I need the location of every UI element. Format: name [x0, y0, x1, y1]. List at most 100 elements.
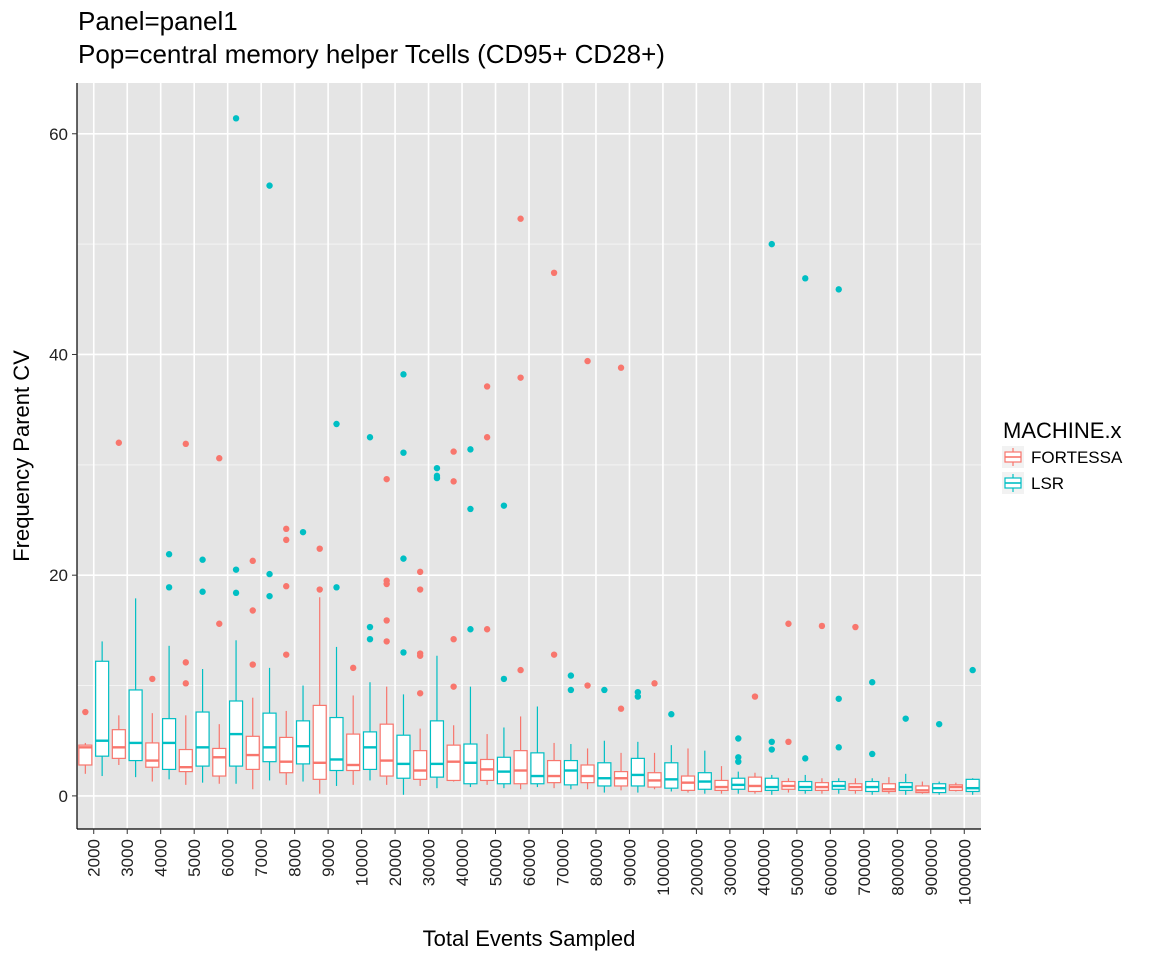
outlier-point — [383, 638, 390, 645]
x-tick-label: 30000 — [420, 839, 439, 886]
outlier-point — [165, 584, 173, 591]
outlier-point — [182, 680, 189, 687]
outlier-point — [249, 661, 256, 668]
chart-subtitle: Pop=central memory helper Tcells (CD95+ … — [78, 39, 665, 69]
outlier-point — [483, 626, 491, 633]
box-group — [647, 680, 662, 790]
outlier-point — [735, 735, 742, 742]
box-group — [546, 269, 562, 789]
outlier-point — [617, 705, 625, 712]
outlier-point — [802, 275, 809, 282]
outlier-point — [165, 551, 173, 558]
box — [513, 750, 528, 785]
box-group — [128, 598, 143, 778]
x-tick-label: 8000 — [286, 839, 305, 877]
box — [78, 744, 93, 766]
x-tick-label: 50000 — [487, 839, 506, 886]
outlier-point — [584, 682, 591, 689]
box-group — [714, 766, 729, 794]
outlier-point — [383, 475, 390, 483]
box — [413, 750, 428, 780]
box — [597, 762, 612, 787]
box — [764, 777, 779, 791]
legend-title: MACHINE.x — [1003, 418, 1122, 443]
box — [429, 720, 445, 778]
box — [279, 736, 294, 774]
y-tick-label: 40 — [49, 345, 68, 364]
y-ticks: 0 20 40 60 — [49, 125, 77, 806]
box — [580, 764, 595, 784]
box-group — [831, 286, 846, 794]
outlier-point — [500, 675, 508, 683]
box-group — [915, 781, 930, 794]
outlier-point — [283, 583, 290, 590]
box — [664, 762, 679, 789]
outlier-point — [283, 525, 290, 533]
box-group — [346, 664, 361, 785]
outlier-point — [299, 528, 307, 536]
x-tick-label: 600000 — [821, 839, 840, 896]
outlier-point — [433, 472, 441, 480]
box-group — [178, 440, 193, 785]
outlier-point — [483, 434, 491, 441]
box-group — [145, 675, 160, 782]
box — [262, 712, 277, 763]
box — [396, 734, 411, 779]
outlier-point — [383, 617, 390, 624]
legend-items: FORTESSA LSR — [1002, 446, 1123, 494]
x-tick-label: 100000 — [654, 839, 673, 896]
outlier-point — [517, 215, 524, 222]
legend-key — [1002, 446, 1024, 468]
outlier-point — [818, 622, 826, 630]
box-group — [413, 568, 428, 786]
outlier-point — [366, 635, 374, 643]
box-group — [530, 706, 545, 788]
outlier-point — [768, 746, 775, 753]
y-axis-title: Frequency Parent CV — [9, 350, 34, 562]
outlier-point — [400, 371, 407, 378]
outlier-point — [651, 680, 658, 687]
outlier-point — [349, 664, 357, 672]
box-group — [865, 679, 880, 795]
box — [965, 778, 980, 793]
outlier-point — [450, 635, 457, 643]
box-group — [463, 446, 478, 788]
x-ticks: 2000 3000 4000 5000 6000 7000 8000 9000 10000 200… — [85, 829, 974, 905]
x-tick-label: 3000 — [118, 839, 137, 877]
box-group — [848, 623, 863, 794]
box-group — [781, 620, 796, 793]
outlier-point — [266, 182, 273, 189]
outlier-point — [617, 364, 625, 371]
outlier-point — [902, 715, 909, 722]
outlier-point — [450, 448, 457, 455]
x-tick-label: 300000 — [721, 839, 740, 896]
outlier-point — [416, 690, 424, 697]
box-group — [329, 420, 344, 786]
box — [312, 704, 327, 780]
outlier-point — [634, 693, 642, 700]
x-tick-label: 900000 — [922, 839, 941, 896]
box-group — [513, 215, 528, 790]
legend-key — [1002, 472, 1024, 494]
x-tick-label: 10000 — [353, 839, 372, 886]
outlier-point — [366, 623, 374, 631]
box-group — [697, 750, 712, 794]
box — [714, 779, 729, 791]
outlier-point — [149, 675, 156, 683]
outlier-point — [283, 651, 290, 658]
box-group — [228, 115, 244, 784]
box-group — [563, 672, 578, 790]
box — [128, 689, 143, 762]
outlier-point — [450, 478, 457, 485]
outlier-point — [751, 693, 759, 700]
outlier-point — [969, 666, 976, 674]
box-group — [965, 666, 980, 795]
box-group — [630, 688, 645, 793]
y-tick-label: 20 — [49, 566, 68, 585]
outlier-point — [567, 672, 575, 679]
x-tick-label: 800000 — [888, 839, 907, 896]
box-group — [480, 383, 495, 785]
box-group — [312, 545, 327, 794]
outlier-point — [283, 536, 290, 544]
legend-label: LSR — [1031, 474, 1064, 493]
